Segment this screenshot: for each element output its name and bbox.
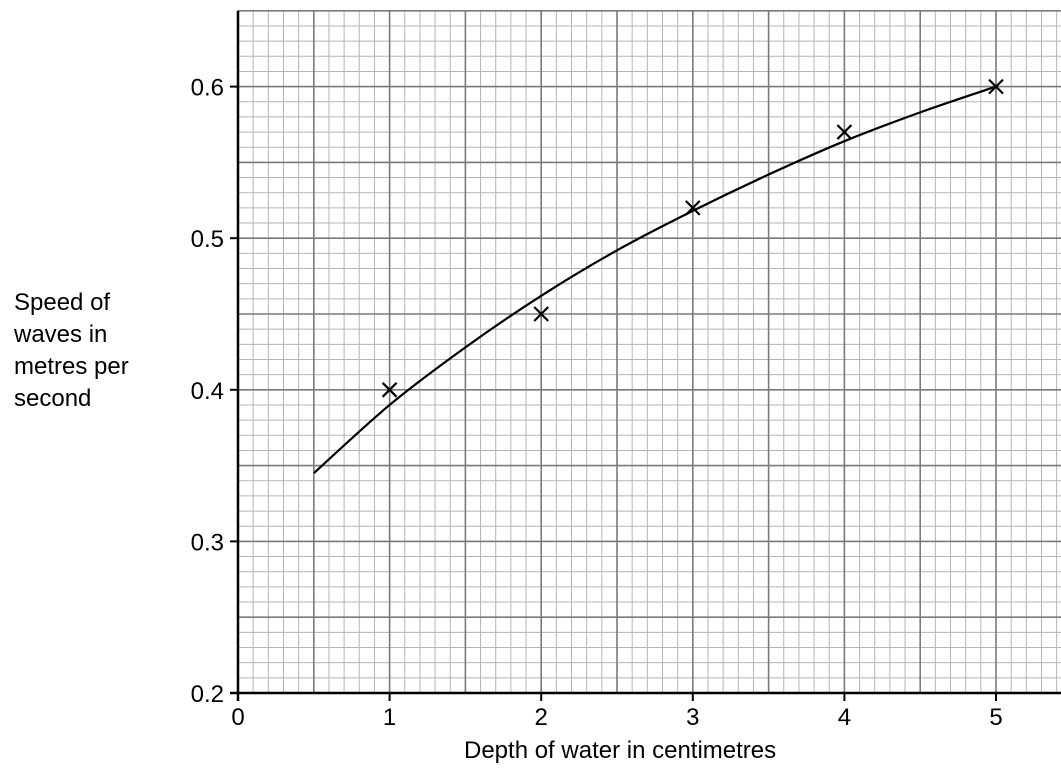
y-tick-label: 0.4 bbox=[191, 378, 224, 405]
best-fit-curve bbox=[313, 85, 997, 474]
cross-stroke bbox=[381, 382, 398, 398]
y-tick-label: 0.6 bbox=[191, 75, 224, 102]
cross-stroke bbox=[685, 200, 701, 216]
x-tick-label: 0 bbox=[231, 704, 244, 731]
x-tick-label: 1 bbox=[383, 704, 396, 731]
x-axis-label: Depth of water in centimetres bbox=[464, 737, 777, 764]
x-tick-label: 4 bbox=[838, 704, 851, 731]
data-points bbox=[381, 78, 1004, 398]
data-point-cross bbox=[685, 200, 701, 216]
y-axis-label-line: waves in bbox=[14, 321, 108, 348]
y-tick-label: 0.5 bbox=[191, 226, 224, 253]
data-point-cross bbox=[381, 382, 398, 398]
best-fit-curve-line bbox=[313, 85, 997, 474]
data-point-cross bbox=[988, 78, 1004, 95]
axes bbox=[230, 10, 1061, 701]
cross-stroke bbox=[836, 124, 853, 140]
y-axis-label-line: metres per bbox=[14, 353, 129, 380]
data-point-cross bbox=[533, 306, 549, 322]
y-axis-label-line: Speed of bbox=[14, 289, 111, 316]
y-tick-label: 0.3 bbox=[191, 529, 224, 556]
cross-stroke bbox=[533, 306, 549, 322]
y-axis-label: Speed of waves in metres per second bbox=[14, 287, 174, 415]
tick-labels: 0 1 2 3 4 5 0.2 0.3 0.4 0.5 0.6 bbox=[191, 75, 1003, 731]
y-axis-label-line: second bbox=[14, 385, 92, 412]
major-grid bbox=[237, 10, 1061, 694]
cross-stroke bbox=[988, 78, 1004, 95]
y-tick-label: 0.2 bbox=[191, 681, 224, 708]
x-tick-label: 2 bbox=[535, 704, 548, 731]
x-tick-label: 5 bbox=[989, 704, 1002, 731]
minor-grid bbox=[237, 10, 1061, 694]
x-tick-label: 3 bbox=[686, 704, 699, 731]
data-point-cross bbox=[836, 124, 853, 140]
